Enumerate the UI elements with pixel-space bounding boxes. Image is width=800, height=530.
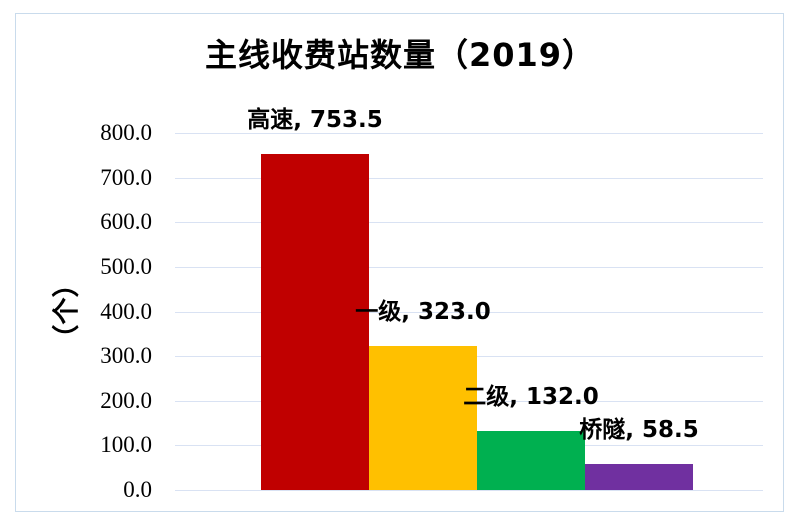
- gridline: [175, 177, 763, 179]
- y-tick-label: 200.0: [100, 387, 152, 413]
- y-tick-label: 700.0: [100, 164, 152, 190]
- bar-label-qiaosui: 桥隧, 58.5: [579, 416, 699, 443]
- chart-title: 主线收费站数量（2019）: [204, 36, 596, 74]
- y-tick-label: 500.0: [100, 253, 152, 279]
- gridline: [175, 222, 763, 224]
- y-tick-label: 300.0: [100, 343, 152, 369]
- y-tick-label: 400.0: [100, 298, 152, 324]
- y-tick-label: 100.0: [100, 432, 152, 458]
- bar-label-gaosu: 高速, 753.5: [247, 106, 383, 133]
- bar-qiaosui[interactable]: [585, 463, 693, 490]
- bar-label-yiji: 一级, 323.0: [355, 298, 491, 325]
- y-tick-label: 600.0: [100, 209, 152, 235]
- gridline: [175, 133, 763, 134]
- y-tick-label: 800.0: [100, 120, 152, 145]
- y-tick-label: 0.0: [123, 477, 152, 502]
- gridline: [175, 311, 763, 313]
- bar-label-erji: 二级, 132.0: [463, 384, 599, 411]
- gridline: [175, 266, 763, 268]
- gridline: [175, 490, 763, 491]
- bar-gaosu[interactable]: [261, 153, 369, 490]
- bar-yiji[interactable]: [369, 345, 477, 490]
- bar-erji[interactable]: [477, 431, 585, 490]
